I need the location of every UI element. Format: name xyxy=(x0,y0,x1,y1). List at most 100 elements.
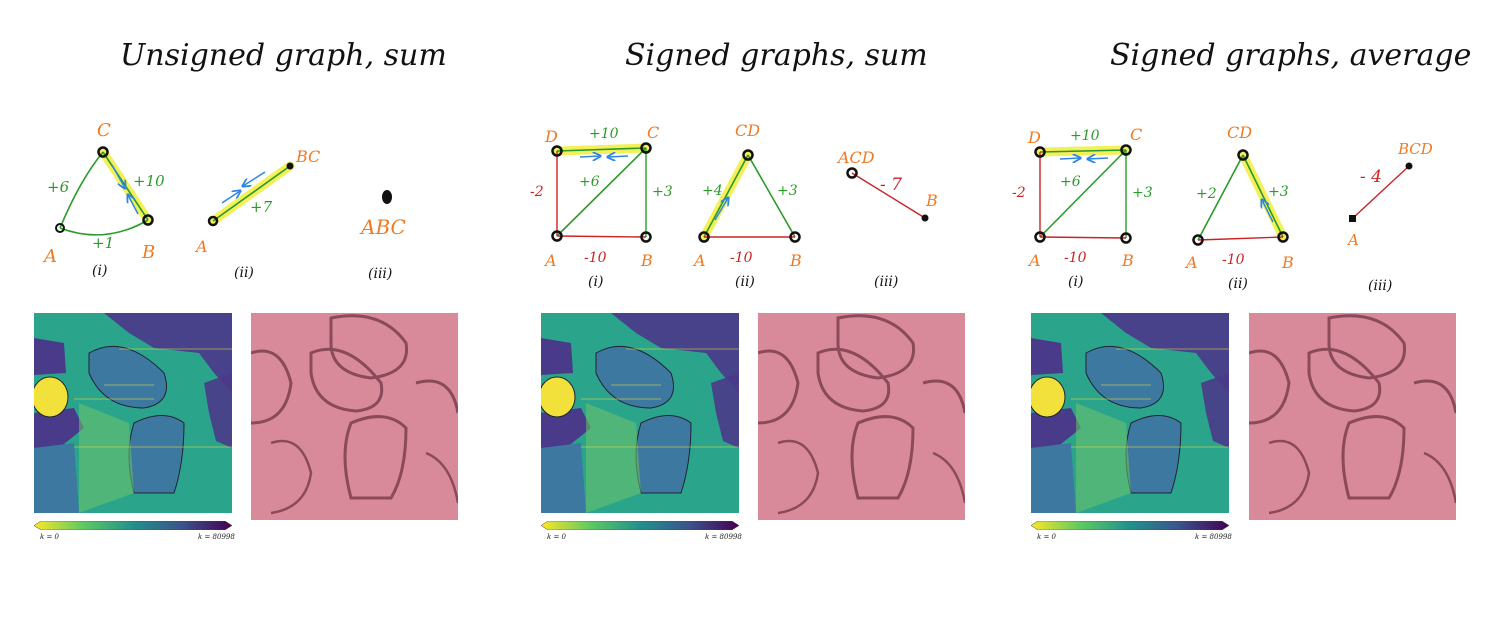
edge-label-da: -2 xyxy=(1012,185,1026,201)
arrow xyxy=(1088,158,1109,159)
segmentation-image xyxy=(541,313,739,513)
node-label-bc: BC xyxy=(295,147,320,166)
node-a xyxy=(551,230,563,242)
node-b xyxy=(142,214,154,226)
edge-ac xyxy=(1039,149,1127,238)
panel-1-graph-i: C A B +6 +10 +1 (i) xyxy=(42,120,165,279)
edge-label-ab: -10 xyxy=(584,250,607,266)
colorbar-max-label: k = 80998 xyxy=(705,533,742,541)
colorbar-min-label: k = 0 xyxy=(1037,533,1057,541)
edge-acd xyxy=(1197,154,1244,241)
edge-dc xyxy=(1039,149,1127,153)
edge-abcd xyxy=(1352,165,1410,219)
edge-label-bcd: +3 xyxy=(777,183,798,199)
edge-bcd xyxy=(747,154,796,238)
em-image xyxy=(251,313,458,520)
node-label-a: A xyxy=(1184,253,1198,272)
node-b xyxy=(789,231,801,243)
arrow xyxy=(221,191,240,204)
node-b xyxy=(921,214,929,222)
graph-label: (ii) xyxy=(1228,276,1248,292)
colorbar-min-label: k = 0 xyxy=(547,533,567,541)
node-c xyxy=(1120,144,1132,156)
graph-sketches: C A B +6 +10 +1 (i) A BC +7 (ii) ABC (ii… xyxy=(42,120,1433,294)
arrow xyxy=(579,156,600,157)
edge-label-bc: +10 xyxy=(133,172,165,190)
edge-label-abcd: - 4 xyxy=(1360,167,1382,187)
node-b xyxy=(640,231,652,243)
panel-1-title: Unsigned graph, sum xyxy=(120,38,447,73)
node-a xyxy=(1349,215,1356,222)
em-image xyxy=(1249,313,1456,520)
panel-1-graph-iii: ABC (iii) xyxy=(359,190,406,282)
colorbar xyxy=(541,521,739,530)
arrow xyxy=(714,198,728,221)
edge-label-bcd: +3 xyxy=(1268,184,1289,200)
node-label-cd: CD xyxy=(735,121,760,140)
node-label-b: B xyxy=(789,251,802,270)
edge-label-ac: +6 xyxy=(579,174,600,190)
edge-label-acdb: - 7 xyxy=(880,175,902,195)
node-c xyxy=(640,142,652,154)
node-a xyxy=(55,223,65,233)
panel-3-graph-ii: CD A B +2 +3 -10 (ii) xyxy=(1184,123,1294,292)
arrow xyxy=(111,164,125,188)
node-d xyxy=(551,145,563,157)
node-b xyxy=(1120,232,1132,244)
edge-ac xyxy=(556,147,647,237)
node-label-b: B xyxy=(1281,253,1294,272)
node-label-a: A xyxy=(543,251,557,270)
panel-3-graph-i: D C A B +10 -2 +6 +3 -10 (i) xyxy=(1012,125,1153,290)
edge-ab xyxy=(1039,236,1127,239)
graph-label: (iii) xyxy=(874,274,898,290)
edge-ab xyxy=(1197,236,1284,241)
node-label-cd: CD xyxy=(1227,123,1252,142)
node-label-d: D xyxy=(1027,128,1041,147)
node-label-b: B xyxy=(141,242,155,263)
node-a xyxy=(1192,234,1204,246)
edge-label-dc: +10 xyxy=(1070,128,1100,144)
panel-3-title: Signed graphs, average xyxy=(1110,38,1472,73)
node-label-a: A xyxy=(1027,251,1041,270)
node-d xyxy=(1034,146,1046,158)
edge-label-ab: -10 xyxy=(1064,250,1087,266)
graph-label: (i) xyxy=(92,263,107,279)
node-label-a: A xyxy=(1346,231,1359,249)
edge-ab xyxy=(556,235,647,238)
arrow xyxy=(1059,158,1080,159)
edge-label-bc: +3 xyxy=(1132,185,1153,201)
edge-bcd xyxy=(1242,154,1284,238)
arrow xyxy=(243,171,266,186)
node-label-a: A xyxy=(42,246,57,267)
node-acd xyxy=(846,167,858,179)
node-bcd xyxy=(1405,162,1413,170)
panel-2-graph-ii: CD A B +4 +3 -10 (ii) xyxy=(692,121,802,290)
node-b xyxy=(1277,231,1289,243)
node-cd xyxy=(1237,149,1249,161)
panel-2-title: Signed graphs, sum xyxy=(625,38,928,73)
edge-label-ab: -10 xyxy=(1222,252,1245,268)
segmentation-image xyxy=(1031,313,1229,513)
node-label-c: C xyxy=(647,123,659,142)
graph-label: (ii) xyxy=(735,274,755,290)
node-label-a: A xyxy=(194,237,208,256)
graph-label: (i) xyxy=(1068,274,1083,290)
edge-label-da: -2 xyxy=(530,184,544,200)
node-label-b: B xyxy=(925,191,938,210)
node-label-a: A xyxy=(692,251,706,270)
colorbar xyxy=(1031,521,1229,530)
edge-label-ab: +1 xyxy=(92,234,114,252)
edge-acdb xyxy=(851,172,926,219)
colorbar xyxy=(34,521,232,530)
arrow xyxy=(608,156,629,157)
edge-label-abc: +7 xyxy=(250,198,273,216)
edge-label-ac: +6 xyxy=(47,178,70,196)
node-a xyxy=(1034,231,1046,243)
edge-label-ac: +6 xyxy=(1060,174,1081,190)
edge-label-bc: +3 xyxy=(652,184,673,200)
em-image xyxy=(758,313,965,520)
node-a xyxy=(207,215,219,227)
node-c xyxy=(97,146,109,158)
node-bc xyxy=(286,162,294,170)
node-label-c: C xyxy=(1130,125,1142,144)
